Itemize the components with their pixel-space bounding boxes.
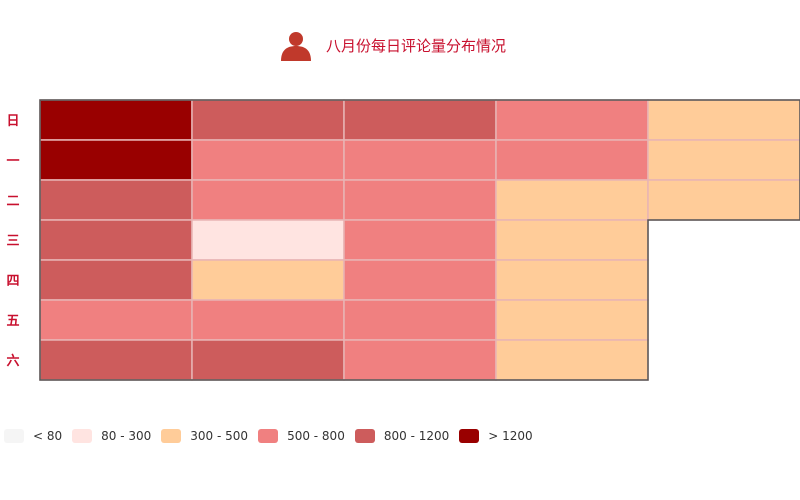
legend-item[interactable]: > 1200: [459, 429, 533, 443]
heatmap-cell[interactable]: [343, 339, 497, 381]
legend-label: 500 - 800: [287, 429, 345, 443]
legend-label: < 80: [33, 429, 63, 443]
legend-label: > 1200: [488, 429, 533, 443]
heatmap-cell[interactable]: [495, 299, 649, 341]
heatmap-cell[interactable]: [39, 299, 193, 341]
heatmap-cell[interactable]: [39, 259, 193, 301]
legend: < 80 80 - 300 300 - 500 500 - 800 800 - 1200…: [4, 429, 543, 443]
weekday-label: 三: [6, 234, 19, 249]
legend-label: 300 - 500: [190, 429, 249, 443]
heatmap-cell[interactable]: [191, 139, 345, 181]
heatmap-cell[interactable]: [495, 259, 649, 301]
heatmap-cell[interactable]: [39, 219, 193, 261]
heatmap-cell[interactable]: [191, 219, 345, 261]
legend-swatch: [4, 429, 24, 443]
chart-title: 八月份每日评论量分布情况: [280, 28, 506, 62]
weekday-label: 五: [6, 314, 19, 329]
legend-label: 80 - 300: [101, 429, 152, 443]
heatmap-cell[interactable]: [191, 259, 345, 301]
heatmap-cell[interactable]: [495, 219, 649, 261]
heatmap-cell[interactable]: [39, 179, 193, 221]
legend-swatch: [459, 429, 480, 443]
heatmap-cell[interactable]: [647, 139, 800, 181]
legend-item[interactable]: 80 - 300: [72, 429, 151, 443]
heatmap-cell[interactable]: [39, 339, 193, 381]
weekday-label: 六: [6, 353, 19, 369]
legend-swatch: [72, 429, 93, 443]
heatmap-cell[interactable]: [343, 219, 497, 261]
legend-swatch: [161, 429, 182, 443]
heatmap-cell[interactable]: [343, 299, 497, 341]
user-icon: [281, 32, 311, 61]
chart-title-text: 八月份每日评论量分布情况: [326, 36, 507, 55]
heatmap-cell[interactable]: [343, 179, 497, 221]
legend-item[interactable]: < 80: [4, 429, 62, 443]
legend-item[interactable]: 300 - 500: [161, 429, 248, 443]
legend-item[interactable]: 500 - 800: [258, 429, 345, 443]
heatmap-cell[interactable]: [191, 99, 345, 141]
heatmap-cell[interactable]: [495, 179, 649, 221]
legend-item[interactable]: 800 - 1200: [354, 429, 450, 443]
heatmap-cell[interactable]: [343, 99, 497, 141]
heatmap-cell[interactable]: [495, 139, 649, 181]
heatmap-cell[interactable]: [647, 99, 800, 141]
weekday-label: 日: [6, 114, 19, 129]
month-outline: [39, 99, 800, 381]
weekday-label: 一: [6, 154, 19, 169]
heatmap-cell[interactable]: [647, 179, 800, 221]
heatmap-cell[interactable]: [343, 139, 497, 181]
legend-swatch: [354, 429, 375, 443]
legend-label: 800 - 1200: [383, 429, 450, 443]
weekday-label: 四: [6, 274, 19, 289]
heatmap-cell[interactable]: [495, 339, 649, 381]
legend-swatch: [258, 429, 279, 443]
heatmap-cell[interactable]: [39, 99, 193, 141]
heatmap-cell[interactable]: [39, 139, 193, 181]
heatmap-cell[interactable]: [343, 259, 497, 301]
heatmap-cell[interactable]: [191, 179, 345, 221]
weekday-label: 二: [6, 194, 19, 209]
heatmap-cell[interactable]: [495, 99, 649, 141]
heatmap-cell[interactable]: [191, 339, 345, 381]
heatmap-cell[interactable]: [191, 299, 345, 341]
